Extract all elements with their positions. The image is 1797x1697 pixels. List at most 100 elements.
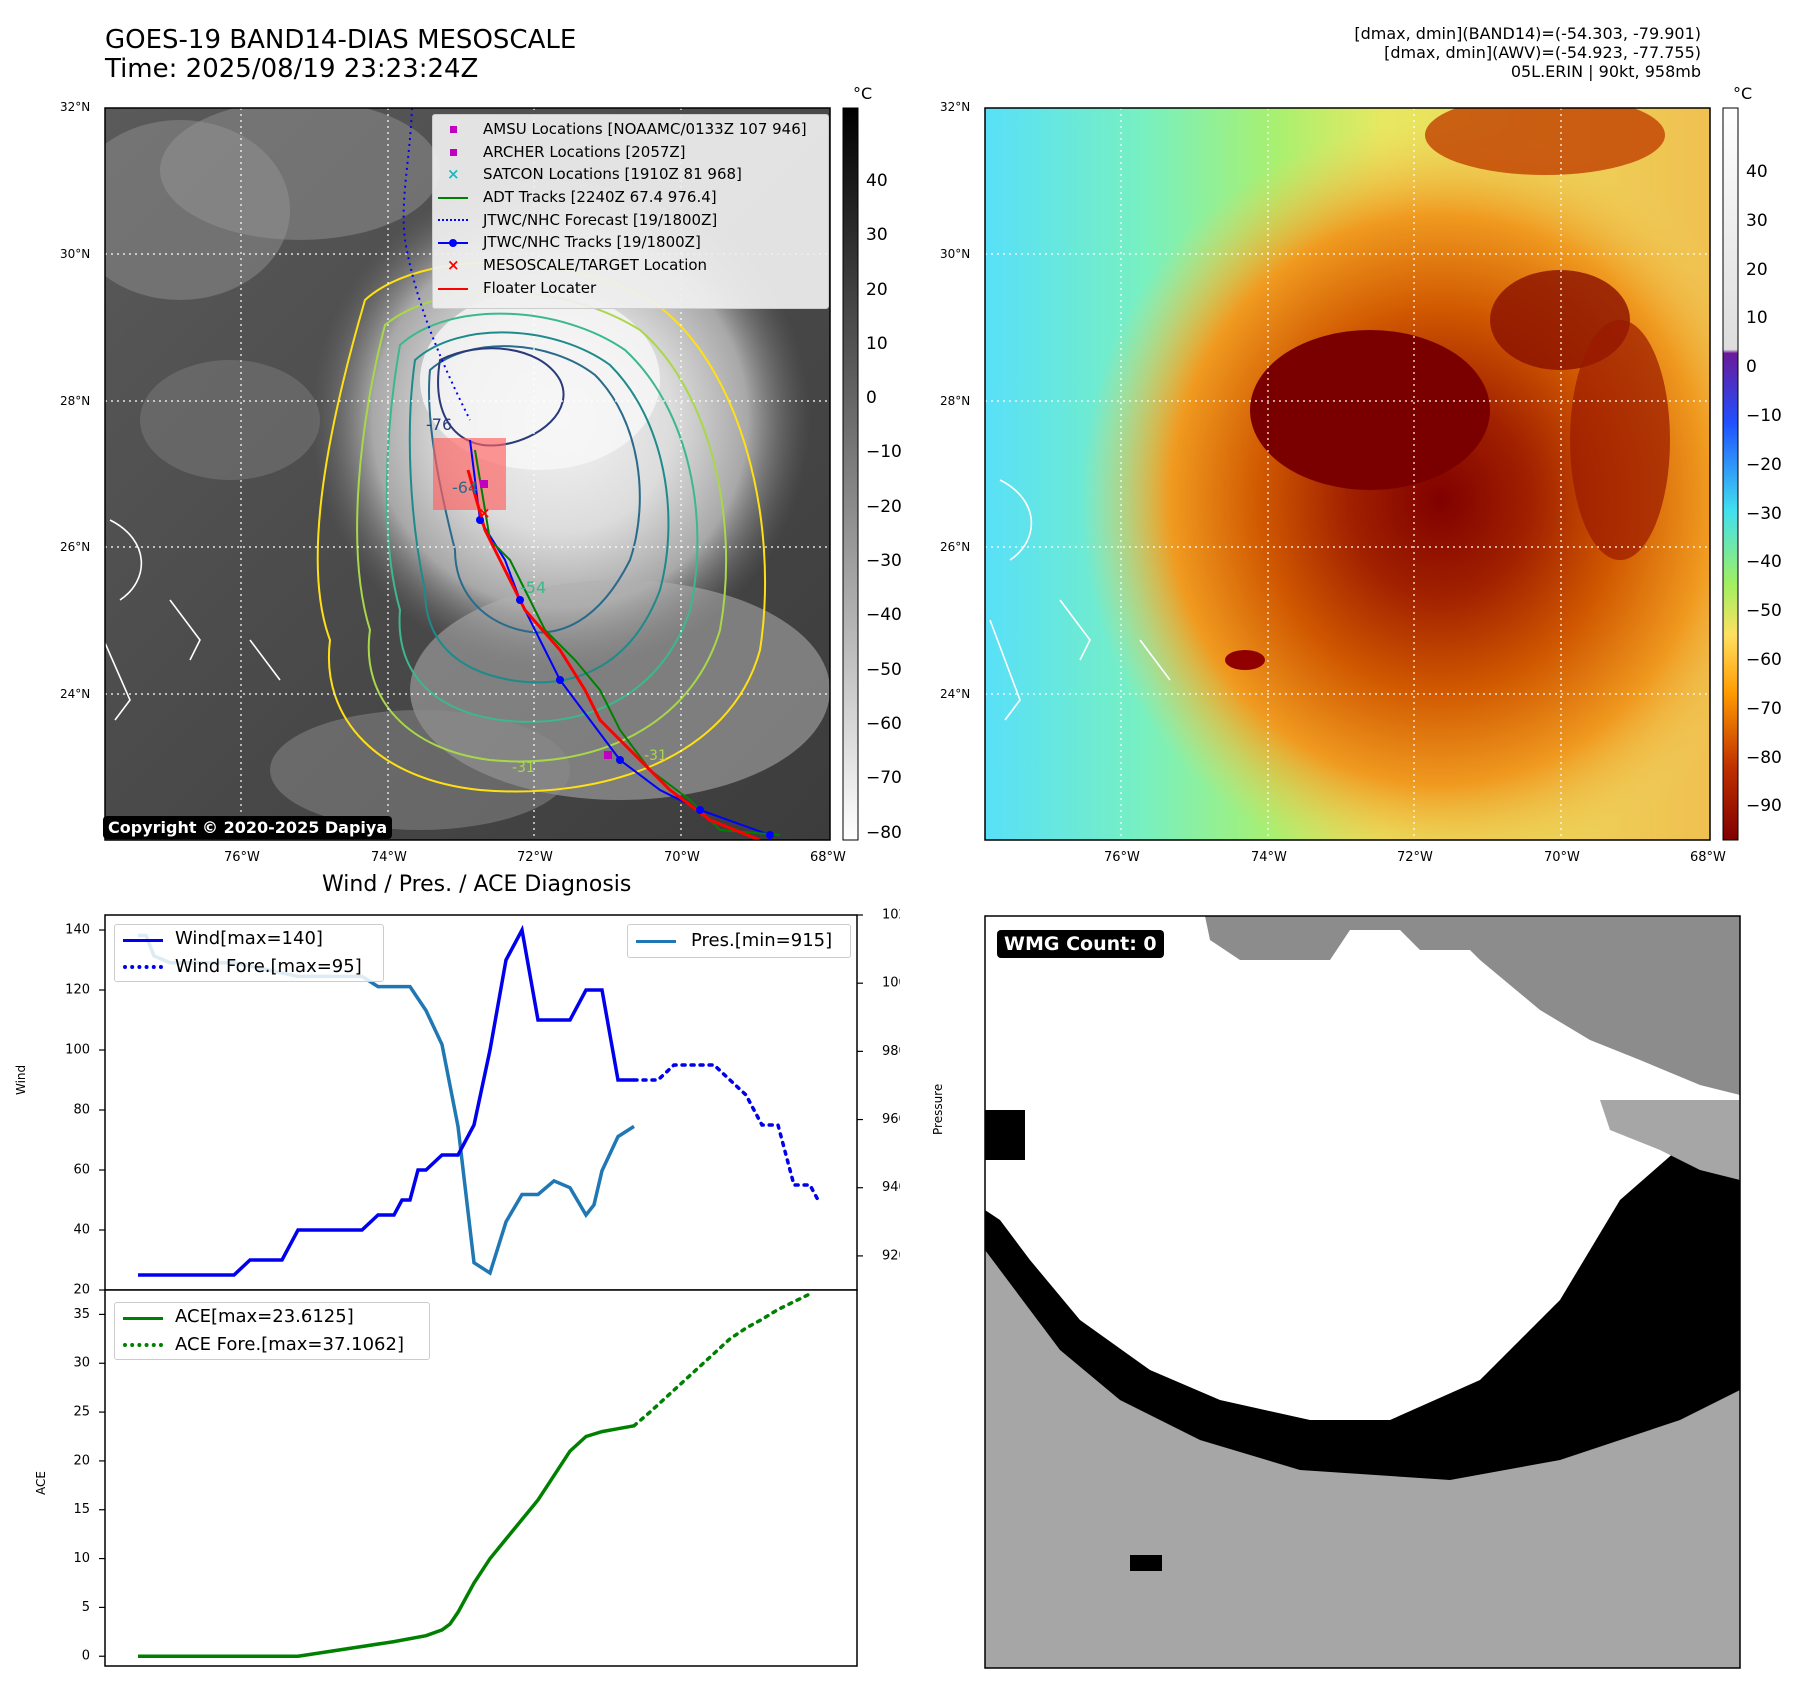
colorbar-tick: 20	[866, 279, 888, 300]
ir-grayscale-map: ×	[104, 107, 859, 841]
wind-y-tick: 100	[65, 1043, 90, 1058]
colorbar-tick: −20	[866, 496, 902, 517]
legend-label: Wind Fore.[max=95]	[175, 956, 362, 977]
colorbar-tick: −60	[866, 713, 902, 734]
line-marker-icon	[438, 197, 468, 200]
ace-series-line	[138, 1424, 635, 1658]
gray-colorbar-ticks: 40 30 20 10 0 −10 −20 −30 −40 −50 −60 −7…	[866, 154, 902, 860]
colorbar-tick: 40	[866, 171, 888, 191]
contour-label: -54	[520, 578, 547, 597]
wind-series-line	[138, 924, 634, 1277]
colorbar-tick: −40	[1746, 552, 1782, 573]
dot-icon	[449, 239, 457, 248]
dotted-line-icon	[123, 965, 163, 969]
pressure-y-tick: 1000	[882, 976, 900, 991]
legend-row: JTWC/NHC Forecast [19/1800Z]	[433, 209, 828, 232]
lat-label: 24°N	[60, 687, 91, 701]
legend-label: Wind[max=140]	[175, 928, 323, 949]
legend-label: JTWC/NHC Tracks [19/1800Z]	[483, 233, 701, 252]
pressure-y-tick: 1020	[882, 908, 900, 923]
pressure-y-tick: 940	[882, 1180, 900, 1195]
lon-label: 72°W	[517, 850, 553, 865]
contour-label: -64	[452, 478, 479, 497]
ir-color-map	[984, 107, 1739, 841]
legend-label: MESOSCALE/TARGET Location	[483, 256, 708, 275]
lon-label: 68°W	[810, 850, 846, 865]
lat-label: 28°N	[940, 394, 971, 408]
lon-label: 76°W	[224, 850, 260, 865]
ace-y-tick: 10	[73, 1551, 90, 1566]
stats-line-1: [dmax, dmin](BAND14)=(-54.303, -79.901)	[1354, 24, 1701, 43]
colorbar-tick: 20	[1746, 259, 1768, 280]
line-marker-icon	[438, 287, 468, 290]
legend-row: × SATCON Locations [1910Z 81 968]	[433, 163, 828, 186]
colorbar-tick: −50	[1746, 601, 1782, 622]
lat-label: 32°N	[940, 100, 971, 114]
ace-y-tick: 0	[82, 1649, 90, 1664]
colorbar-tick: −10	[866, 442, 902, 463]
legend-row: AMSU Locations [NOAAMC/0133Z 107 946]	[433, 118, 828, 141]
svg-text:×: ×	[478, 504, 491, 522]
legend-row: × MESOSCALE/TARGET Location	[433, 254, 828, 277]
legend-row: JTWC/NHC Tracks [19/1800Z]	[433, 231, 828, 254]
legend-row: Floater Locater	[433, 277, 828, 300]
ace-y-tick: 35	[73, 1307, 90, 1322]
wind-y-tick: 40	[73, 1223, 90, 1238]
legend-row: Wind Fore.[max=95]	[115, 953, 383, 981]
title-line-1: GOES-19 BAND14-DIAS MESOSCALE	[105, 25, 577, 55]
colorbar-unit: °C	[1733, 84, 1753, 103]
square-marker-icon	[450, 126, 457, 133]
colorbar-tick: −50	[866, 659, 902, 680]
colorbar-tick: 10	[866, 333, 888, 354]
legend-row: ARCHER Locations [2057Z]	[433, 141, 828, 164]
lat-label: 32°N	[60, 100, 91, 114]
colorbar-tick: −90	[1746, 796, 1782, 817]
ace-y-tick: 30	[73, 1356, 90, 1371]
ace-y-tick: 20	[73, 1453, 90, 1468]
solid-line-icon	[123, 939, 163, 942]
ace-y-tick: 15	[73, 1502, 90, 1517]
colorbar-tick: −60	[1746, 649, 1782, 670]
stats-line-2: [dmax, dmin](AWV)=(-54.923, -77.755)	[1384, 43, 1701, 62]
ace-forecast-series-line	[632, 1292, 812, 1428]
lat-label: 30°N	[940, 247, 971, 261]
colorbar-tick: −70	[866, 768, 902, 789]
legend-row: ADT Tracks [2240Z 67.4 976.4]	[433, 186, 828, 209]
legend-label: ACE Fore.[max=37.1062]	[175, 1334, 404, 1355]
stats-header: [dmax, dmin](BAND14)=(-54.303, -79.901) …	[1354, 24, 1701, 81]
pressure-y-tick: 960	[882, 1112, 900, 1127]
ace-legend: ACE[max=23.6125] ACE Fore.[max=37.1062]	[114, 1302, 430, 1360]
colorbar-tick: 0	[866, 388, 877, 409]
pressure-y-tick: 920	[882, 1248, 900, 1263]
ace-y-tick: 25	[73, 1405, 90, 1420]
title-line-2: Time: 2025/08/19 23:23:24Z	[105, 54, 479, 84]
legend-row: Wind[max=140]	[115, 925, 383, 953]
legend-row: ACE[max=23.6125]	[115, 1303, 429, 1331]
colorbar-tick: 40	[1746, 162, 1768, 182]
colorbar-tick: −40	[866, 605, 902, 626]
legend-label: ACE[max=23.6125]	[175, 1306, 354, 1327]
wmg-count-badge: WMG Count: 0	[997, 930, 1164, 958]
copyright-badge: Copyright © 2020-2025 Dapiya	[103, 816, 393, 839]
wind-legend: Wind[max=140] Wind Fore.[max=95]	[114, 924, 384, 982]
wind-y-tick: 80	[73, 1103, 90, 1118]
lat-label: 28°N	[60, 394, 91, 408]
square-marker-icon	[450, 148, 457, 156]
legend-label: Pres.[min=915]	[691, 930, 833, 951]
legend-label: JTWC/NHC Forecast [19/1800Z]	[483, 210, 718, 229]
colorbar-tick: −10	[1746, 405, 1782, 426]
x-marker-icon: ×	[447, 165, 460, 184]
pressure-legend: Pres.[min=915]	[627, 924, 851, 958]
ace-y-tick: 5	[82, 1600, 90, 1615]
colorbar-tick: 30	[1746, 210, 1768, 231]
figure-title: GOES-19 BAND14-DIAS MESOSCALE Time: 2025…	[105, 26, 576, 84]
stats-line-3: 05L.ERIN | 90kt, 958mb	[1510, 62, 1701, 81]
lat-label: 24°N	[940, 687, 971, 701]
legend-label: ARCHER Locations [2057Z]	[483, 142, 686, 161]
colorbar-tick: −70	[1746, 698, 1782, 719]
solid-line-icon	[636, 940, 676, 943]
dotted-line-icon	[123, 1343, 163, 1347]
diagnosis-title: Wind / Pres. / ACE Diagnosis	[322, 872, 632, 897]
map-legend: AMSU Locations [NOAAMC/0133Z 107 946] AR…	[432, 114, 829, 309]
wind-y-tick: 20	[73, 1283, 90, 1298]
